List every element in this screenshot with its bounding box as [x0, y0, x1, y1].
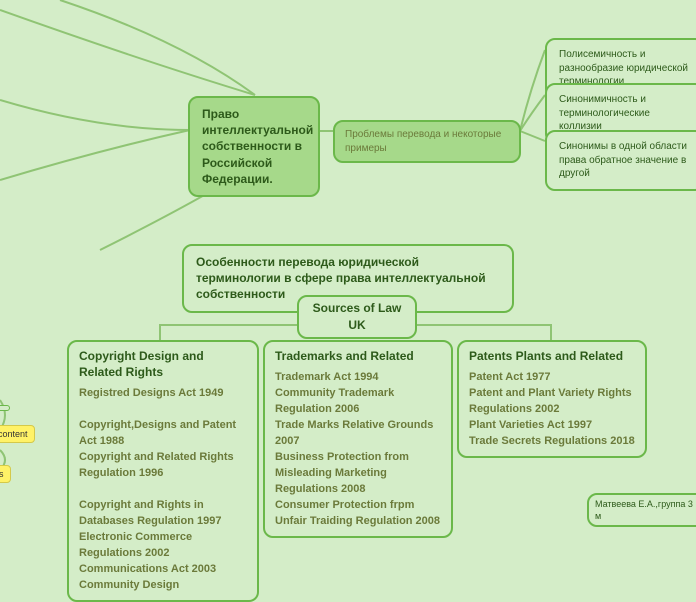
side-tag-objects-text: jects [0, 469, 4, 479]
patents-heading: Patents Plants and Related [469, 348, 635, 364]
problem-child-2-text: Синонимичность и терминологические колли… [559, 94, 650, 132]
problems-node[interactable]: Проблемы перевода и некоторые примеры [333, 120, 521, 163]
copyright-heading: Copyright Design and Related Rights [79, 348, 247, 380]
trademarks-body: Trademark Act 1994 Community Trademark R… [275, 370, 441, 529]
problem-child-3[interactable]: Синонимы в одной области права обратное … [545, 130, 696, 191]
column-patents[interactable]: Patents Plants and Related Patent Act 19… [457, 340, 647, 458]
sources-title-node[interactable]: Sources of Law UK [297, 295, 417, 339]
problem-child-3-text: Синонимы в одной области права обратное … [559, 141, 687, 179]
column-trademarks[interactable]: Trademarks and Related Trademark Act 199… [263, 340, 453, 538]
sources-title-text: Sources of Law UK [313, 301, 402, 332]
trademarks-heading: Trademarks and Related [275, 348, 441, 364]
copyright-body: Registred Designs Act 1949 Copyright,Des… [79, 386, 247, 593]
footer-credit-text: Матвеева Е.А.,группа 3 м [595, 499, 693, 521]
footer-credit: Матвеева Е.А.,группа 3 м [587, 493, 696, 527]
side-tag-web-text: eb-content [0, 429, 28, 439]
side-stub-1[interactable] [0, 405, 10, 411]
patents-body: Patent Act 1977 Patent and Plant Variety… [469, 370, 635, 450]
side-tag-web[interactable]: eb-content [0, 425, 35, 443]
central-topic-text: Право интеллектуальной собственности в Р… [202, 107, 313, 186]
side-tag-objects[interactable]: jects [0, 465, 11, 483]
column-copyright[interactable]: Copyright Design and Related Rights Regi… [67, 340, 259, 602]
problems-text: Проблемы перевода и некоторые примеры [345, 129, 501, 154]
central-topic-node[interactable]: Право интеллектуальной собственности в Р… [188, 96, 320, 197]
problem-child-1-text: Полисемичность и разнообразие юридическо… [559, 49, 688, 87]
